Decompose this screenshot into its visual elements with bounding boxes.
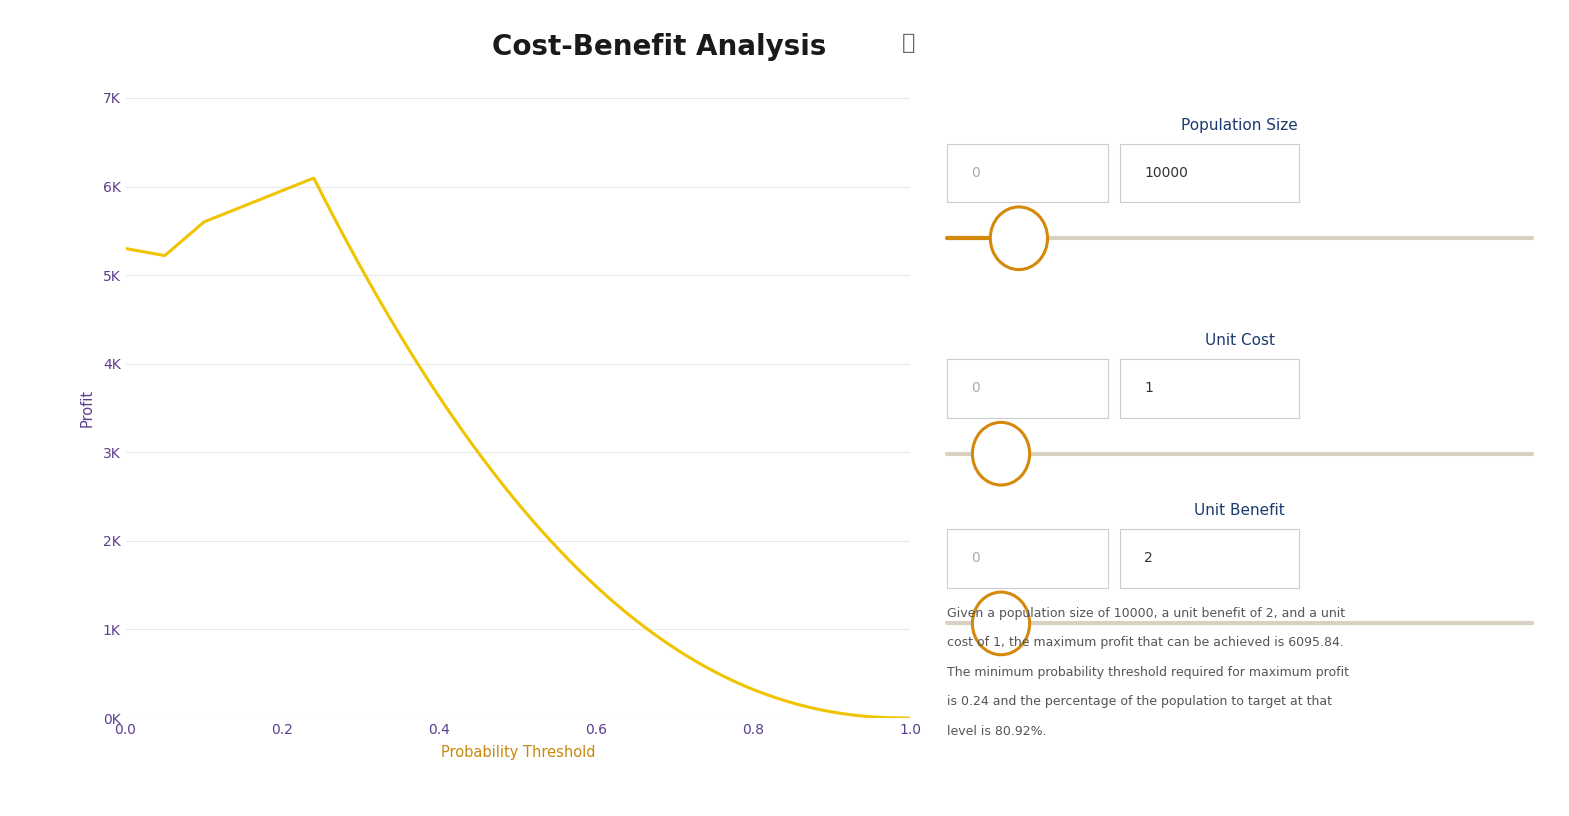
Text: 2: 2 xyxy=(1144,551,1153,565)
Text: Population Size: Population Size xyxy=(1181,118,1298,132)
Text: 0: 0 xyxy=(971,381,981,396)
Text: Given a population size of 10000, a unit benefit of 2, and a unit: Given a population size of 10000, a unit… xyxy=(948,607,1346,620)
Text: 10000: 10000 xyxy=(1144,166,1188,180)
Text: is 0.24 and the percentage of the population to target at that: is 0.24 and the percentage of the popula… xyxy=(948,695,1332,708)
FancyBboxPatch shape xyxy=(948,359,1108,418)
FancyBboxPatch shape xyxy=(1120,144,1299,202)
Text: Unit Benefit: Unit Benefit xyxy=(1194,503,1285,517)
X-axis label: Probability Threshold: Probability Threshold xyxy=(441,745,595,761)
Text: cost of 1, the maximum profit that can be achieved is 6095.84.: cost of 1, the maximum profit that can b… xyxy=(948,636,1345,650)
Text: 0: 0 xyxy=(971,166,981,180)
Text: ⓘ: ⓘ xyxy=(902,33,916,53)
Circle shape xyxy=(990,207,1048,269)
Y-axis label: Profit: Profit xyxy=(80,389,94,427)
Text: 1: 1 xyxy=(1144,381,1153,396)
Text: Unit Cost: Unit Cost xyxy=(1205,333,1274,348)
Text: The minimum probability threshold required for maximum profit: The minimum probability threshold requir… xyxy=(948,666,1349,679)
FancyBboxPatch shape xyxy=(1120,359,1299,418)
Text: Cost-Benefit Analysis: Cost-Benefit Analysis xyxy=(491,33,827,60)
Circle shape xyxy=(973,592,1029,654)
FancyBboxPatch shape xyxy=(1120,529,1299,588)
FancyBboxPatch shape xyxy=(948,144,1108,202)
Text: 0: 0 xyxy=(971,551,981,565)
Text: level is 80.92%.: level is 80.92%. xyxy=(948,725,1047,738)
Circle shape xyxy=(973,423,1029,485)
FancyBboxPatch shape xyxy=(948,529,1108,588)
